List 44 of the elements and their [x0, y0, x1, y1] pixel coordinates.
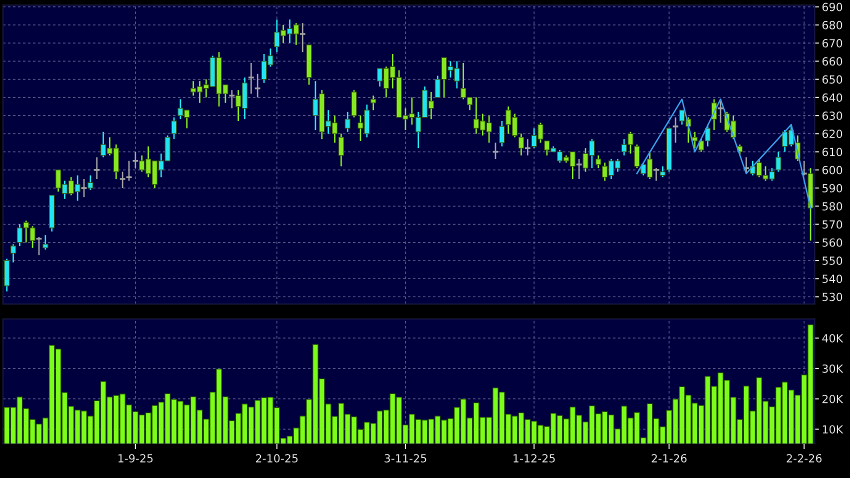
x-tick-label: 2-10-25	[256, 454, 298, 463]
y-tick-label: 650	[822, 75, 842, 84]
x-tick-label: 2-1-26	[652, 454, 687, 463]
y-tick-label: 20K	[822, 394, 844, 404]
candlestick	[652, 167, 660, 182]
y-tick-label: 630	[822, 112, 842, 120]
candlestick	[42, 234, 48, 250]
candlestick	[10, 244, 16, 264]
candlestick	[499, 120, 505, 148]
y-tick-label: 570	[822, 220, 842, 229]
candlestick	[344, 111, 350, 133]
candlestick	[776, 151, 782, 172]
candlestick	[351, 89, 357, 118]
x-tick-label: 1-9-25	[118, 454, 153, 463]
x-tick-label: 2-2-26	[786, 454, 822, 463]
y-tick-label: 40K	[822, 334, 844, 342]
y-tick-label: 560	[822, 238, 842, 247]
candlestick	[338, 132, 344, 167]
y-tick-label: 670	[822, 39, 842, 48]
candlestick	[518, 132, 524, 156]
y-tick-label: 530	[822, 292, 842, 302]
y-tick-label: 660	[822, 57, 842, 66]
y-tick-label: 600	[822, 166, 842, 174]
y-tick-label: 550	[822, 256, 842, 265]
y-tick-label: 690	[822, 2, 842, 12]
x-tick-label: 3-11-25	[384, 454, 426, 463]
y-tick-label: 620	[822, 130, 842, 138]
y-tick-label: 680	[822, 20, 842, 30]
candlestick	[248, 62, 255, 95]
x-tick-label: 1-12-25	[514, 454, 555, 463]
candlestick	[596, 154, 602, 169]
candlestick	[93, 156, 100, 180]
y-tick-label: 590	[822, 184, 842, 192]
candlestick	[228, 89, 236, 109]
y-tick-label: 610	[822, 148, 842, 156]
y-tick-label: 540	[822, 274, 842, 284]
candlestick	[370, 94, 376, 111]
candlestick	[660, 166, 666, 178]
y-tick-label: 30K	[822, 364, 844, 373]
y-tick-label: 640	[822, 93, 842, 102]
candlestick	[171, 116, 177, 140]
candlestick	[88, 174, 94, 191]
y-tick-label: 10K	[822, 425, 844, 434]
y-tick-label: 580	[822, 202, 842, 211]
